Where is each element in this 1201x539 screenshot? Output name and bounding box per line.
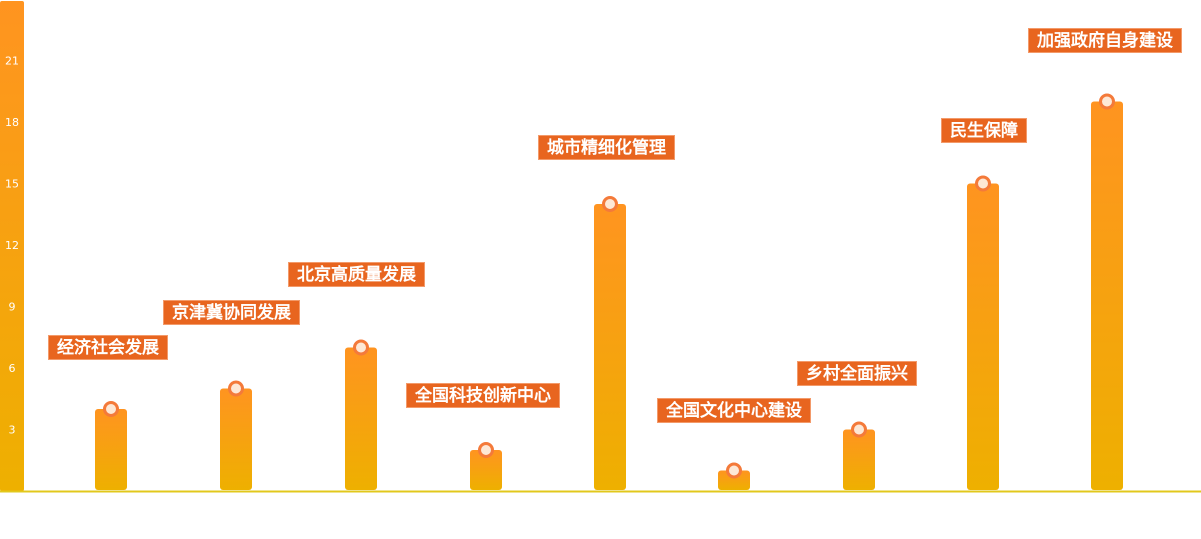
bar [470, 450, 502, 490]
y-tick-label: 12 [5, 239, 19, 252]
bar-top-marker [851, 421, 867, 438]
bar-top-marker [726, 462, 742, 479]
y-tick-label: 18 [5, 116, 19, 129]
bar [220, 388, 252, 490]
y-axis-bar [0, 1, 24, 491]
y-tick-label: 6 [9, 362, 16, 375]
bar [594, 204, 626, 490]
category-label: 加强政府自身建设 [1028, 28, 1182, 53]
category-label: 民生保障 [941, 118, 1027, 143]
bar-top-marker [602, 196, 618, 212]
bar [718, 470, 750, 490]
category-label: 全国科技创新中心 [406, 383, 560, 408]
category-label: 北京高质量发展 [288, 262, 425, 287]
category-label: 全国文化中心建设 [657, 398, 811, 423]
y-tick-label: 9 [9, 301, 16, 314]
bar-top-marker [103, 401, 119, 417]
bar [843, 429, 875, 490]
bar [967, 183, 999, 490]
y-tick-label: 3 [9, 424, 16, 437]
bar-top-marker [1099, 93, 1115, 110]
category-label: 京津冀协同发展 [163, 300, 300, 325]
bar [345, 347, 377, 490]
bar-top-marker [975, 175, 991, 192]
bar [95, 409, 127, 490]
y-tick-label: 15 [5, 178, 19, 191]
category-label: 城市精细化管理 [538, 135, 675, 160]
y-tick-label: 21 [5, 55, 19, 68]
bar [1091, 101, 1123, 490]
bar-top-marker [353, 339, 369, 356]
category-label: 乡村全面振兴 [797, 361, 917, 386]
bar-top-marker [478, 442, 494, 458]
bar-top-marker [228, 380, 244, 397]
category-label: 经济社会发展 [48, 335, 168, 360]
